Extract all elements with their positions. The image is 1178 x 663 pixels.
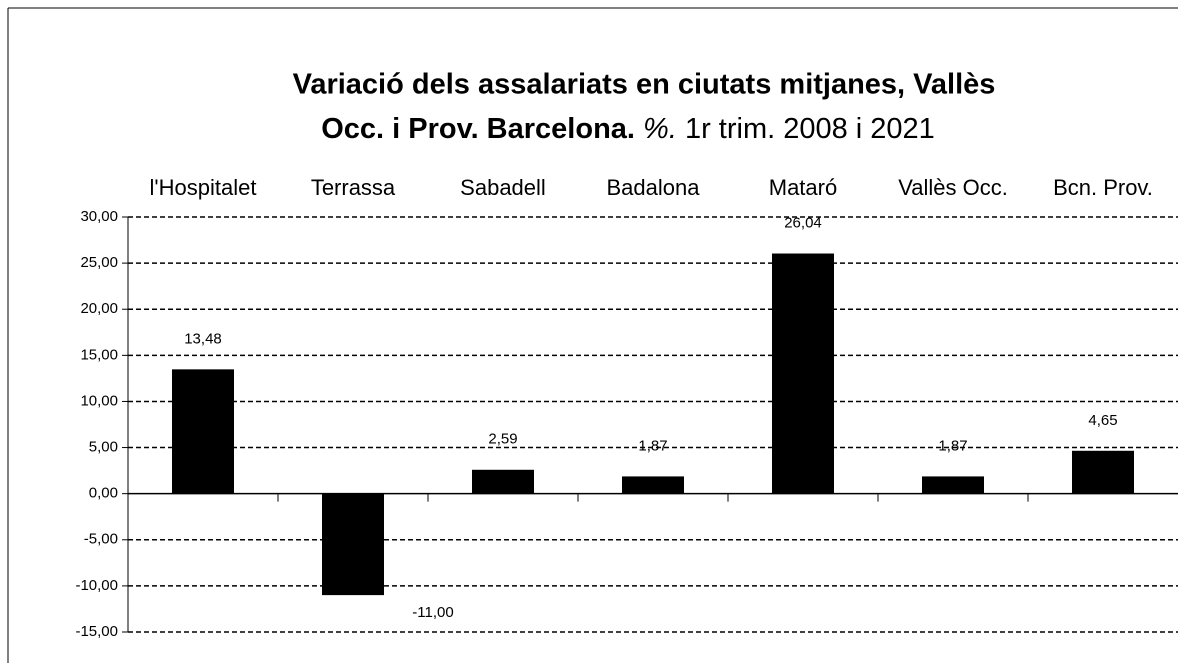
y-tick-label: 5,00	[89, 439, 118, 456]
chart-title: 1r trim. 2008 i 2021	[685, 113, 935, 145]
y-tick-label: 0,00	[89, 485, 118, 502]
y-tick-label: -15,00	[75, 623, 118, 640]
chart-title: Occ. i Prov. Barcelona. %. 1r trim. 2008…	[321, 113, 935, 145]
data-label: 1,87	[938, 437, 967, 454]
data-label: 4,65	[1088, 412, 1117, 429]
y-tick-label: 20,00	[80, 300, 118, 317]
data-label: -11,00	[412, 604, 453, 621]
bar	[172, 369, 234, 494]
data-label: 26,04	[784, 214, 822, 231]
data-label: 1,87	[638, 437, 667, 454]
chart-title: Occ. i Prov. Barcelona.	[321, 113, 635, 145]
x-tick-label: Bcn. Prov.	[1053, 175, 1153, 200]
data-label: 2,59	[488, 431, 517, 448]
x-tick-label: Badalona	[607, 175, 701, 200]
x-tick-label: Sabadell	[460, 175, 546, 200]
x-tick-label: Mataró	[769, 175, 837, 200]
data-label: 13,48	[184, 330, 222, 347]
x-tick-label: Vallès Occ.	[898, 175, 1008, 200]
x-tick-label: Terrassa	[311, 175, 396, 200]
bar	[322, 493, 384, 596]
bar	[922, 476, 984, 494]
y-tick-label: -10,00	[75, 577, 118, 594]
y-tick-label: 10,00	[80, 392, 118, 409]
y-tick-label: 25,00	[80, 254, 118, 271]
bar	[622, 476, 684, 494]
chart-title: Variació dels assalariats en ciutats mit…	[293, 69, 996, 101]
y-tick-label: -5,00	[84, 531, 118, 548]
x-tick-label: l'Hospitalet	[150, 175, 257, 200]
bar	[772, 253, 834, 494]
bar	[1072, 450, 1134, 494]
chart-title: %.	[643, 113, 677, 145]
y-tick-label: 30,00	[80, 208, 118, 225]
y-tick-label: 15,00	[80, 346, 118, 363]
bar	[472, 469, 534, 494]
